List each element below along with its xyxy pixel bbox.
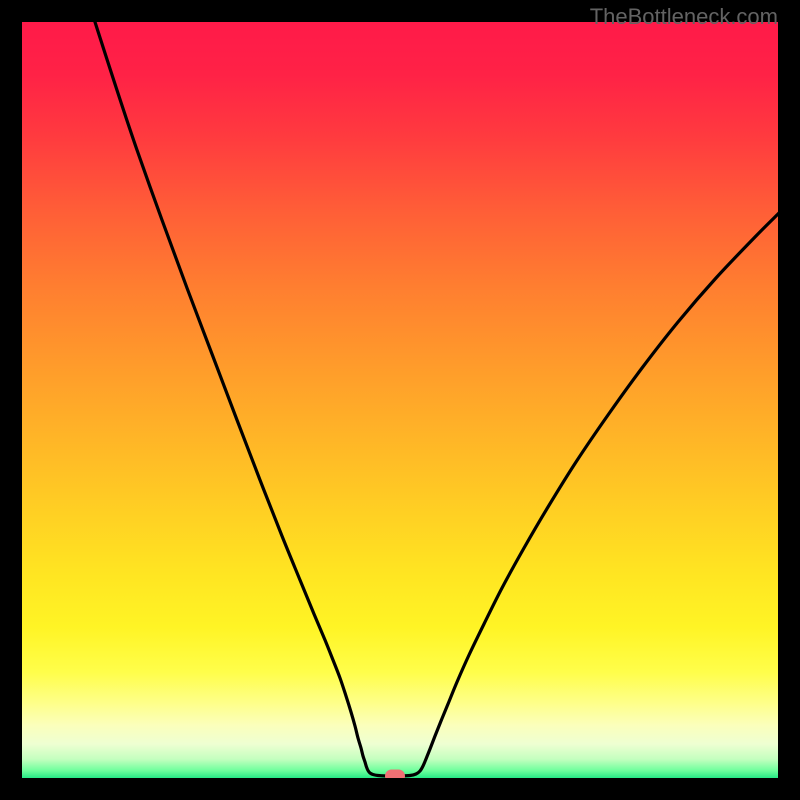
optimal-marker [385, 769, 405, 778]
watermark-text: TheBottleneck.com [590, 4, 778, 30]
bottleneck-curve [22, 22, 778, 778]
plot-area [22, 22, 778, 778]
chart-container: { "watermark": { "text": "TheBottleneck.… [0, 0, 800, 800]
